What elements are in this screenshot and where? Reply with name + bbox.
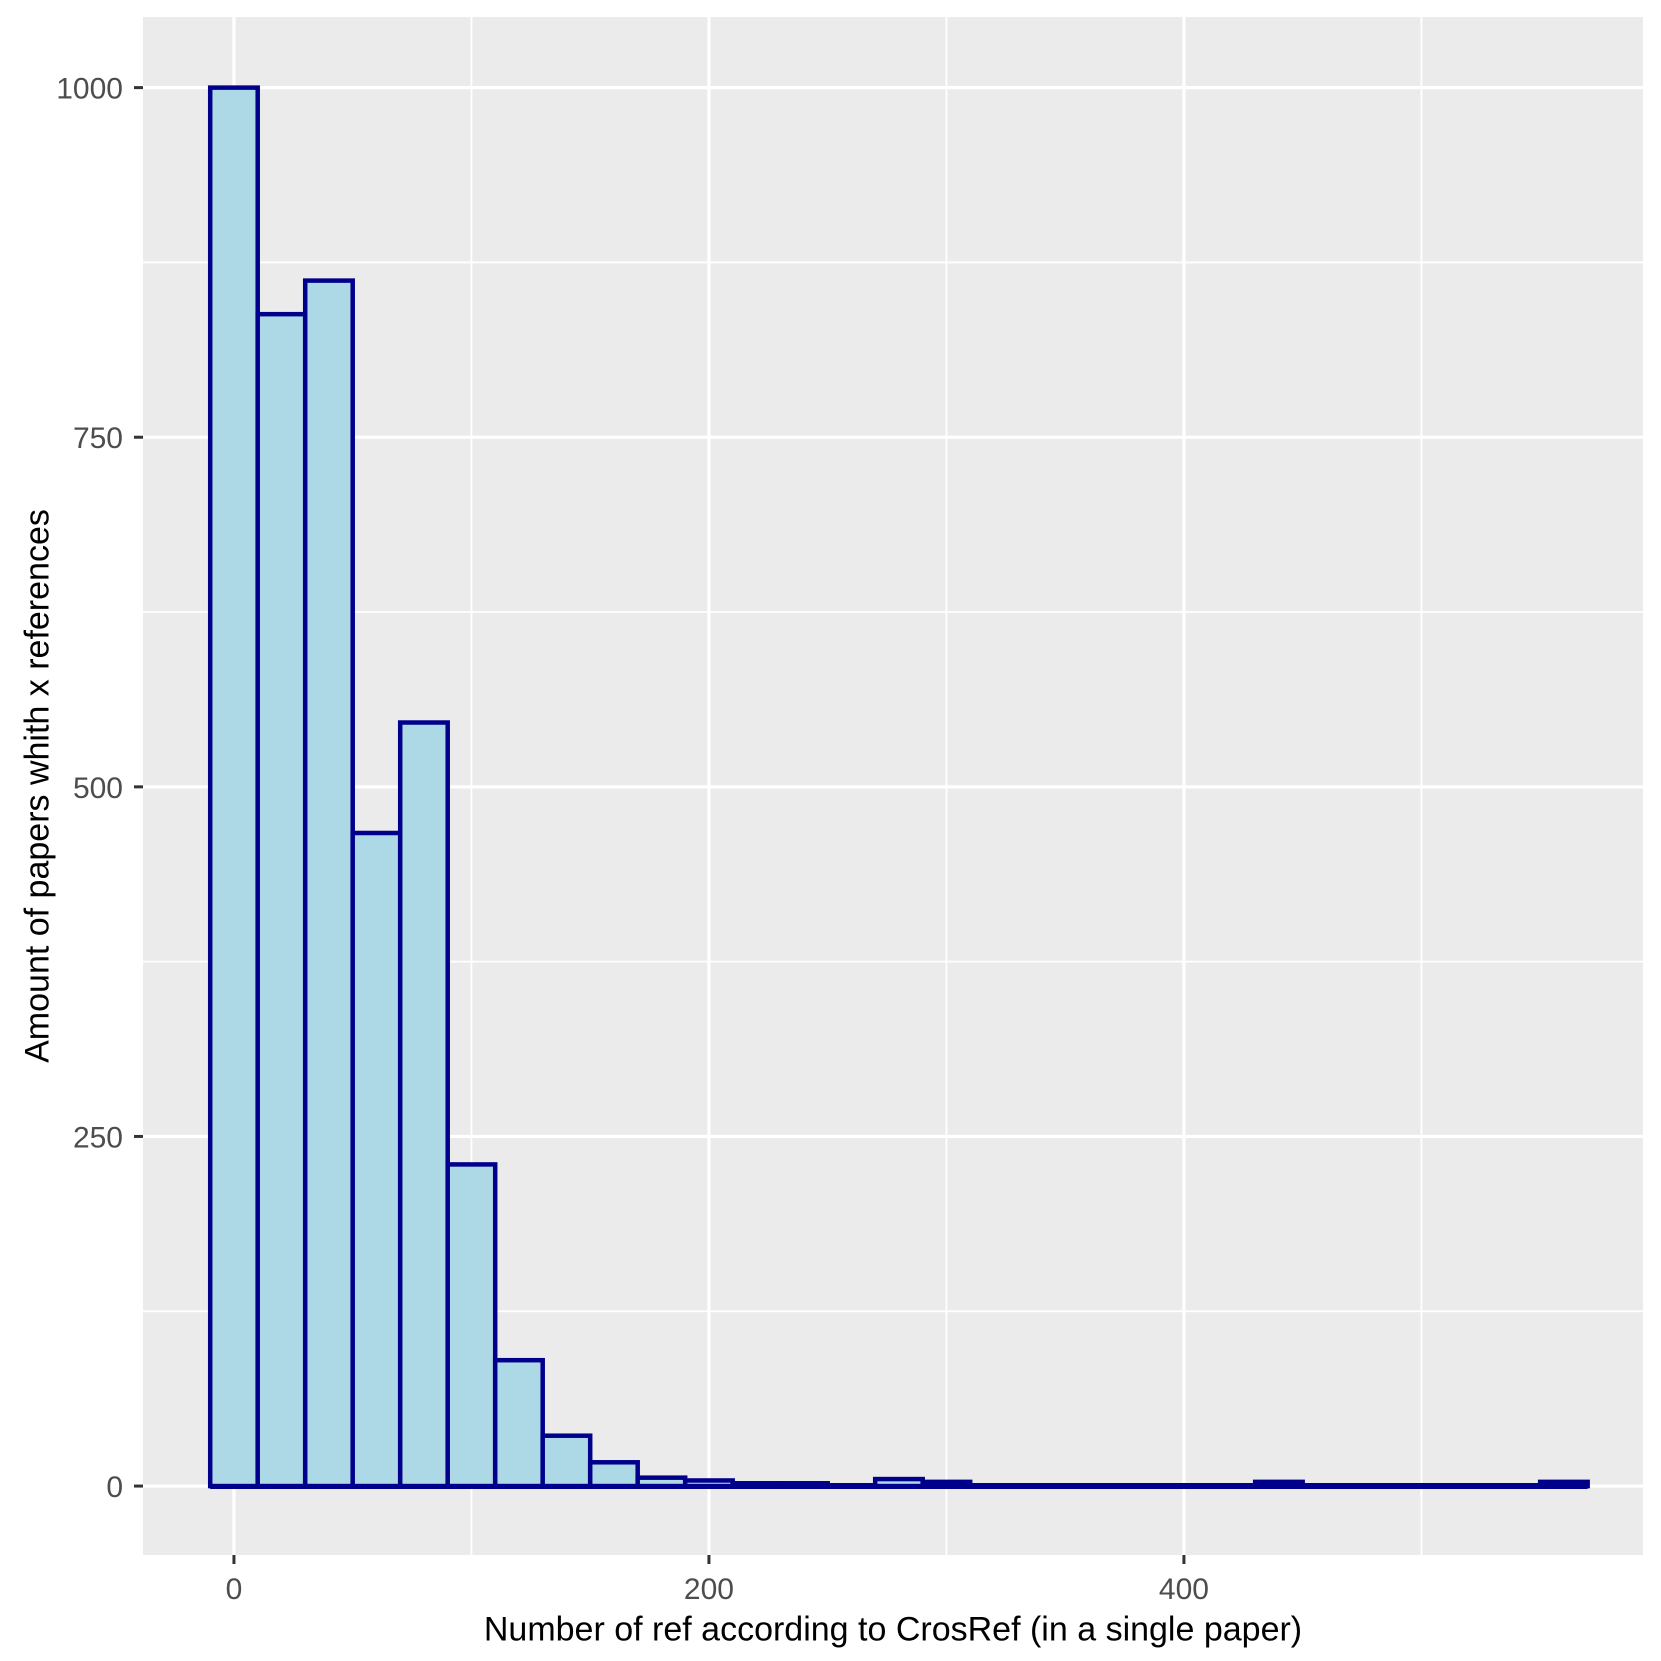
y-tick-label: 0	[106, 1471, 123, 1504]
y-axis-title: Amount of papers whith x references	[18, 509, 57, 1063]
histogram-bar	[635, 1475, 688, 1489]
histogram-bar	[587, 1460, 640, 1489]
y-tick-label: 500	[73, 772, 123, 805]
x-tick-label: 200	[684, 1573, 734, 1606]
y-tick-label: 750	[73, 422, 123, 455]
x-tick-label: 0	[226, 1573, 243, 1606]
histogram-bar	[255, 311, 308, 1489]
x-tick-label: 400	[1159, 1573, 1209, 1606]
y-tick-label: 1000	[56, 73, 123, 106]
x-axis-title: Number of ref according to CrosRef (in a…	[483, 1610, 1303, 1649]
histogram-bar	[920, 1479, 973, 1489]
histogram-bar	[492, 1357, 545, 1489]
histogram-bar	[1252, 1479, 1305, 1489]
histogram-bar	[302, 278, 355, 1489]
histogram-bar	[397, 720, 450, 1489]
histogram-bar	[1537, 1479, 1590, 1489]
histogram-bar	[207, 85, 260, 1489]
histogram-bar	[730, 1481, 783, 1489]
histogram-bar	[777, 1481, 830, 1489]
histogram-bar	[445, 1162, 498, 1489]
histogram-bar	[540, 1433, 593, 1489]
histogram-bar	[872, 1476, 925, 1489]
histogram-bar	[350, 830, 403, 1489]
y-tick-label: 250	[73, 1121, 123, 1154]
histogram-bar	[682, 1478, 735, 1489]
